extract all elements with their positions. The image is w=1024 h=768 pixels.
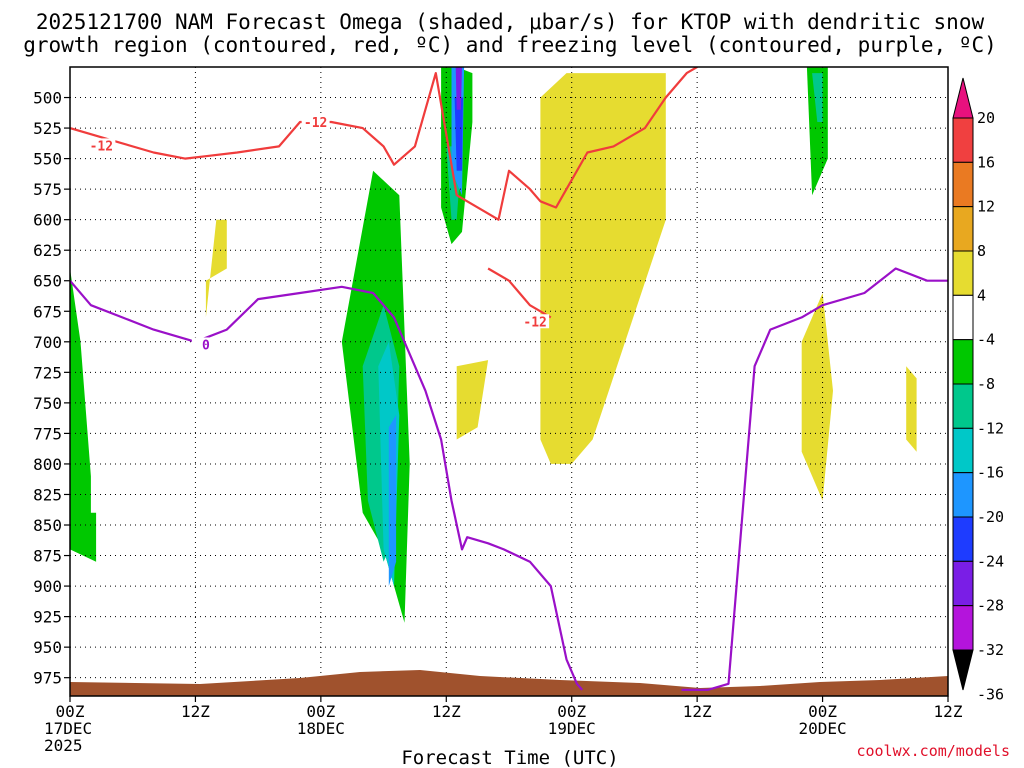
contour-label-bg — [301, 115, 330, 130]
colorbar-top-arrow — [952, 77, 974, 119]
contour-label-bg — [87, 138, 116, 153]
y-tick-label: 700 — [33, 333, 62, 352]
x-tick-label: 00Z — [56, 702, 85, 721]
x-axis-label: Forecast Time (UTC) — [401, 747, 618, 768]
colorbar-label: 12 — [977, 198, 995, 216]
x-tick-label: 12Z — [181, 702, 210, 721]
omega-region-yellow-mid — [456, 360, 489, 440]
colorbar: 20 16 12 8 4 -4 -8 -12 -16 -20 -24 -28 -32 -36 — [952, 77, 1004, 703]
x-tick-label: 00Z — [306, 702, 335, 721]
colorbar-bin — [952, 472, 974, 518]
omega-region-yellow-12z — [205, 219, 227, 318]
contour-layer — [70, 67, 948, 692]
x-tick-label: 18DEC — [297, 719, 345, 738]
terrain-layer — [70, 670, 948, 696]
colorbar-label: -20 — [977, 508, 1004, 526]
colorbar-label: -12 — [977, 419, 1004, 437]
y-tick-label: 500 — [33, 89, 62, 108]
y-tick-label: 625 — [33, 241, 62, 260]
colorbar-label: -36 — [977, 685, 1004, 703]
colorbar-label: -24 — [977, 552, 1004, 570]
freezing-contour-main — [70, 279, 584, 691]
terrain-ground — [70, 670, 948, 696]
credit-text: coolwx.com/models — [856, 742, 1010, 760]
colorbar-label: 16 — [977, 153, 995, 171]
omega-region-navy-column — [454, 97, 463, 171]
x-tick-label: 19DEC — [548, 719, 596, 738]
y-tick-label: 975 — [33, 669, 62, 688]
contour-labels: -12 -12 -12 0 — [87, 115, 550, 353]
x-tick-label: 00Z — [808, 702, 837, 721]
y-tick-label: 550 — [33, 150, 62, 169]
colorbar-bin — [952, 206, 974, 252]
chart-title-line2: growth region (contoured, red, ºC) and f… — [23, 33, 997, 57]
freezing-contour-right — [681, 267, 948, 692]
colorbar-bin — [952, 117, 974, 163]
y-tick-label: 850 — [33, 516, 62, 535]
y-tick-label: 875 — [33, 547, 62, 566]
y-tick-label: 825 — [33, 485, 62, 504]
y-tick-label: 750 — [33, 394, 62, 413]
omega-region-blue-main — [388, 415, 397, 587]
y-tick-label: 925 — [33, 608, 62, 627]
contour-label-freezing-main: 0 — [202, 338, 210, 353]
x-tick-label: 00Z — [557, 702, 586, 721]
dgz-contour-lower — [487, 267, 552, 319]
plot-frame — [69, 66, 949, 697]
colorbar-label: -32 — [977, 641, 1004, 659]
y-tick-label: 600 — [33, 211, 62, 230]
contour-label-dgz-top: -12 — [304, 116, 327, 131]
y-tick-label: 950 — [33, 638, 62, 657]
contour-label-bg — [521, 314, 550, 329]
colorbar-bin — [952, 383, 974, 429]
colorbar-bin — [952, 161, 974, 208]
colorbar-bottom-arrow — [952, 649, 974, 691]
y-tick-label: 575 — [33, 180, 62, 199]
colorbar-bin — [952, 339, 974, 385]
colorbar-bin — [952, 560, 974, 607]
x-tick-label: 12Z — [432, 702, 461, 721]
colorbar-label: 20 — [977, 109, 995, 127]
y-tick-label: 650 — [33, 272, 62, 291]
y-tick-label: 775 — [33, 424, 62, 443]
x-tick-label: 12Z — [683, 702, 712, 721]
y-tick-label: 725 — [33, 363, 62, 382]
y-tick-label: 525 — [33, 119, 62, 138]
x-tick-label: 2025 — [44, 736, 83, 755]
colorbar-bin — [952, 427, 974, 474]
colorbar-label: -16 — [977, 464, 1004, 482]
omega-region-yellow-right — [906, 366, 917, 452]
colorbar-label: -8 — [977, 375, 995, 393]
x-tick-label: 17DEC — [44, 719, 92, 738]
omega-region-green-early — [70, 268, 97, 562]
y-tick-label: 675 — [33, 302, 62, 321]
x-tick-label: 12Z — [934, 702, 963, 721]
colorbar-bin — [952, 516, 974, 562]
omega-region-yellow-tall-19dec — [540, 73, 666, 464]
colorbar-bin — [952, 250, 974, 296]
x-tick-label: 20DEC — [798, 719, 846, 738]
colorbar-label: -28 — [977, 597, 1004, 615]
contour-label-bg — [191, 337, 220, 352]
colorbar-bin — [952, 294, 974, 341]
y-axis: 500 525 550 575 600 625 650 675 700 725 750 775 800 8… — [33, 89, 70, 688]
colorbar-label: 8 — [977, 242, 986, 260]
chart-title-line1: 2025121700 NAM Forecast Omega (shaded, μ… — [36, 10, 985, 34]
contour-label-dgz-left: -12 — [90, 139, 113, 154]
colorbar-label: 4 — [977, 286, 986, 304]
omega-shading — [70, 67, 917, 623]
colorbar-bin — [952, 605, 974, 651]
dgz-contour-upper — [70, 67, 698, 221]
contour-label-dgz-lower: -12 — [523, 315, 546, 330]
omega-region-teal-20dec — [812, 73, 823, 122]
omega-region-purple-column — [455, 67, 462, 110]
y-tick-label: 800 — [33, 455, 62, 474]
omega-region-yellow-20dec — [801, 293, 833, 501]
y-tick-label: 900 — [33, 577, 62, 596]
colorbar-label: -4 — [977, 331, 995, 349]
